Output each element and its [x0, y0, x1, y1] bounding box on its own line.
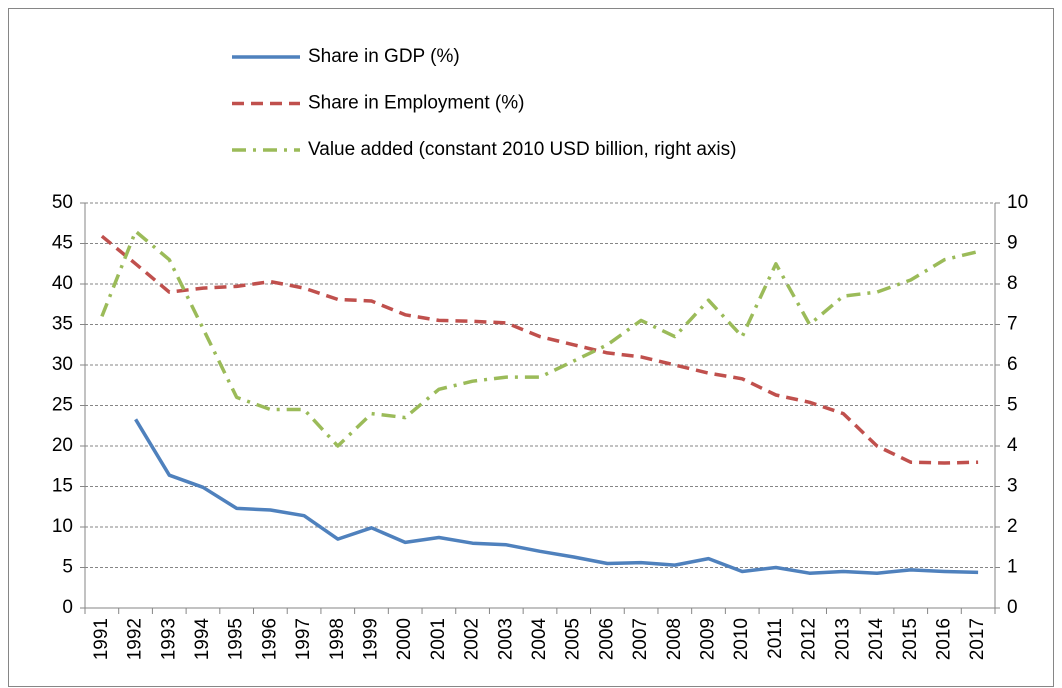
- x-tick-label: 2012: [799, 618, 820, 660]
- series-line: [100, 229, 979, 448]
- x-tick-label: 2016: [933, 618, 954, 660]
- legend-label: Share in GDP (%): [308, 46, 460, 67]
- x-tick-label: 2013: [832, 618, 853, 660]
- y-tick-label: 40: [52, 273, 73, 294]
- x-tick-label: 2014: [866, 618, 887, 661]
- x-tick-label: 2004: [529, 618, 550, 661]
- x-tick-label: 2006: [596, 618, 617, 660]
- y-tick-label: 50: [52, 192, 73, 213]
- x-tick-label: 1995: [226, 618, 247, 660]
- x-tick-label: 2002: [462, 618, 483, 660]
- y-tick-label: 35: [52, 314, 73, 335]
- x-tick-label: 2000: [394, 618, 415, 660]
- x-tick-label: 2003: [495, 618, 516, 660]
- x-tick-label: 2005: [563, 618, 584, 660]
- x-tick-label: 1993: [158, 618, 179, 660]
- x-tick-label: 2011: [765, 618, 786, 659]
- y2-tick-label: 7: [1007, 314, 1018, 335]
- y2-tick-label: 10: [1007, 192, 1028, 213]
- x-tick-label: 2008: [664, 618, 685, 660]
- y-tick-label: 0: [62, 597, 73, 618]
- y2-tick-label: 0: [1007, 597, 1018, 618]
- x-tick-label: 1998: [327, 618, 348, 660]
- y-tick-label: 15: [52, 476, 73, 497]
- series-line: [100, 234, 979, 465]
- x-tick-label: 2017: [967, 618, 988, 660]
- y-tick-label: 30: [52, 354, 73, 375]
- x-tick-label: 1991: [91, 618, 112, 660]
- y2-tick-label: 4: [1007, 435, 1018, 456]
- x-tick-label: 1999: [360, 618, 381, 660]
- legend-label: Value added (constant 2010 USD billion, …: [308, 139, 736, 160]
- y-tick-label: 45: [52, 233, 73, 254]
- y-tick-label: 5: [62, 557, 73, 578]
- series-line: [134, 418, 979, 575]
- y2-tick-label: 1: [1007, 557, 1018, 578]
- y2-tick-label: 9: [1007, 233, 1018, 254]
- y-tick-label: 20: [52, 435, 73, 456]
- x-tick-label: 1997: [293, 618, 314, 660]
- y-tick-label: 25: [52, 395, 73, 416]
- x-tick-label: 2010: [731, 618, 752, 660]
- y2-tick-label: 3: [1007, 476, 1018, 497]
- y-tick-label: 10: [52, 516, 73, 537]
- x-tick-label: 2015: [900, 618, 921, 660]
- x-tick-label: 1994: [192, 618, 213, 661]
- legend-label: Share in Employment (%): [308, 93, 524, 114]
- x-tick-label: 2001: [428, 618, 449, 660]
- y2-tick-label: 8: [1007, 273, 1018, 294]
- x-tick-label: 2007: [630, 618, 651, 660]
- y2-tick-label: 5: [1007, 395, 1018, 416]
- y2-tick-label: 6: [1007, 354, 1018, 375]
- x-tick-label: 2009: [698, 618, 719, 660]
- chart-border: [8, 8, 1054, 687]
- y2-tick-label: 2: [1007, 516, 1018, 537]
- x-tick-label: 1992: [125, 618, 146, 660]
- x-tick-label: 1996: [259, 618, 280, 660]
